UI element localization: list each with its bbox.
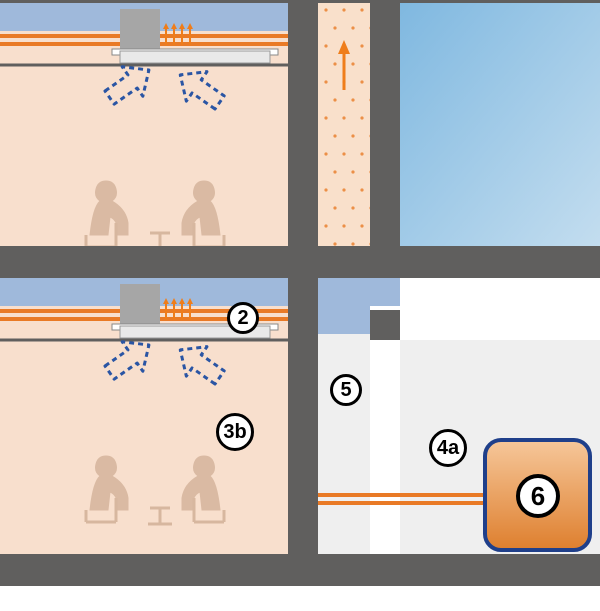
callout-6: 6 [516, 474, 560, 518]
callout-3b: 3b [216, 413, 254, 451]
hvac-diagram: 2 3b 5 4a 6 [0, 0, 600, 611]
wall-vertical [370, 0, 400, 278]
diagram-svg [0, 0, 600, 611]
ceiling-diffuser [120, 51, 270, 63]
wall-vertical [288, 0, 318, 586]
callout-2: 2 [227, 302, 259, 334]
callout-4a: 4a [429, 429, 467, 467]
wall-vertical [370, 310, 400, 340]
fancoil-unit [120, 9, 160, 49]
sky-panel [400, 0, 600, 246]
callout-5: 5 [330, 374, 362, 406]
fancoil-unit [120, 284, 160, 324]
